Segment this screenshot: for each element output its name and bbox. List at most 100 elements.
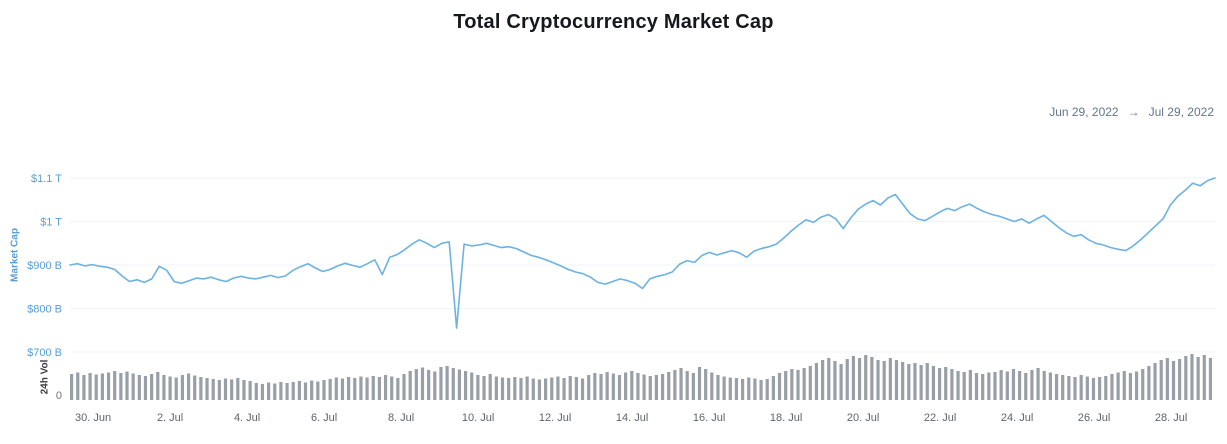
volume-bar <box>88 373 92 400</box>
volume-bar <box>1184 356 1188 400</box>
volume-bar <box>230 379 234 400</box>
volume-bar <box>408 371 412 400</box>
volume-bar <box>993 372 997 400</box>
volume-bar <box>660 374 665 400</box>
volume-bar <box>507 378 511 400</box>
volume-bar <box>827 358 831 400</box>
volume-bar <box>457 369 462 400</box>
x-tick-label: 24. Jul <box>1001 412 1033 424</box>
volume-bar <box>667 372 671 400</box>
volume-bar <box>1196 357 1200 400</box>
volume-bar <box>205 378 209 400</box>
volume-bar <box>1018 371 1022 400</box>
volume-bar <box>396 378 400 400</box>
volume-bar <box>642 374 646 400</box>
y-tick-label: $1 T <box>40 217 62 229</box>
volume-bar <box>420 367 425 400</box>
volume-bar <box>1005 371 1009 400</box>
volume-bar <box>303 382 308 400</box>
volume-bar <box>1054 374 1059 400</box>
volume-bar <box>956 371 960 400</box>
volume-bar <box>174 377 178 400</box>
volume-bar <box>242 380 246 400</box>
volume-bar <box>894 360 899 400</box>
volume-bar <box>968 370 972 400</box>
volume-bar <box>193 375 197 400</box>
volume-bar <box>851 356 855 400</box>
volume-bar <box>617 375 622 400</box>
volume-bar <box>82 375 86 400</box>
x-tick-label: 8. Jul <box>388 412 414 424</box>
volume-bar <box>876 360 880 400</box>
market-cap-line <box>69 177 1216 329</box>
volume-bar <box>1061 375 1065 400</box>
volume-bar <box>402 374 406 400</box>
volume-bar <box>445 366 449 400</box>
volume-bar <box>753 378 757 400</box>
volume-bar <box>784 371 788 400</box>
volume-bar <box>636 373 640 400</box>
volume-bar <box>679 368 683 400</box>
volume-bar <box>254 383 258 400</box>
volume-bar <box>624 372 628 400</box>
volume-bar <box>925 363 929 400</box>
volume-bar <box>217 380 221 400</box>
volume-bar <box>697 367 702 400</box>
x-tick-label: 22. Jul <box>924 412 956 424</box>
volume-bar <box>482 376 486 400</box>
volume-bar <box>919 365 923 400</box>
volume-bar <box>1011 369 1016 400</box>
volume-bar <box>316 381 320 400</box>
volume-bar <box>186 373 191 400</box>
volume-bar <box>328 379 332 400</box>
volume-bar <box>390 376 394 400</box>
volume-bar <box>1208 358 1213 400</box>
volume-bar <box>931 366 936 400</box>
volume-bar <box>463 371 468 400</box>
volume-bar <box>1091 378 1096 400</box>
volume-bar <box>1085 376 1089 400</box>
volume-bar <box>685 371 689 400</box>
volume-bar <box>808 366 812 400</box>
volume-bar <box>334 377 338 400</box>
volume-bar <box>1178 359 1182 400</box>
volume-bar <box>673 370 677 400</box>
volume-bar <box>494 376 498 400</box>
volume-bar <box>513 377 517 400</box>
volume-bar <box>1048 372 1052 400</box>
date-range-picker[interactable]: Jun 29, 2022 → Jul 29, 2022 <box>1049 105 1214 119</box>
volume-bar <box>716 375 720 400</box>
volume-bar <box>1104 376 1108 400</box>
volume-bar <box>580 378 585 400</box>
volume-bar <box>568 376 572 400</box>
volume-bar <box>162 375 166 400</box>
volume-bar <box>599 374 603 400</box>
volume-bar <box>864 355 868 400</box>
x-tick-label: 4. Jul <box>234 412 260 424</box>
volume-bar <box>414 369 418 400</box>
volume-bar <box>1153 363 1157 400</box>
volume-bar <box>433 371 437 400</box>
volume-bar <box>383 375 388 400</box>
volume-bar <box>156 372 160 400</box>
volume-bar <box>347 377 351 400</box>
volume-bar <box>611 373 615 400</box>
volume-bar <box>137 375 141 400</box>
volume-bar <box>470 372 474 400</box>
volume-bar <box>937 368 942 400</box>
date-to[interactable]: Jul 29, 2022 <box>1148 105 1214 119</box>
date-from[interactable]: Jun 29, 2022 <box>1049 105 1119 119</box>
volume-bar <box>759 380 763 400</box>
volume-bar <box>1134 371 1139 400</box>
volume-bar <box>654 375 659 400</box>
volume-bar <box>106 372 111 400</box>
volume-bar <box>605 372 609 400</box>
volume-bar <box>728 377 732 400</box>
volume-bar <box>353 378 357 400</box>
volume-bar <box>76 372 80 400</box>
y-tick-label: $1.1 T <box>31 173 62 185</box>
volume-bar <box>691 373 695 400</box>
volume-bar <box>777 373 782 400</box>
